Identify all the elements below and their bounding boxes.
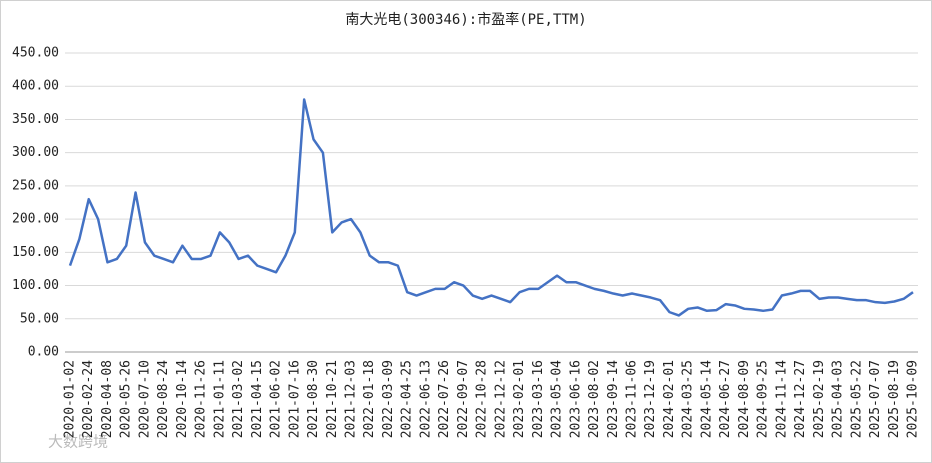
x-tick-label: 2021-10-21: [325, 360, 340, 438]
y-tick-label: 300.00: [12, 145, 59, 160]
y-tick-label: 200.00: [12, 212, 59, 227]
x-tick-label: 2024-05-14: [699, 360, 714, 438]
x-tick-label: 2021-03-02: [231, 360, 246, 438]
x-tick-label: 2023-06-16: [568, 360, 583, 438]
x-tick-label: 2025-08-19: [887, 360, 902, 438]
y-tick-label: 400.00: [12, 79, 59, 94]
x-tick-label: 2020-04-08: [100, 360, 115, 438]
x-tick-label: 2025-10-09: [906, 360, 921, 438]
x-tick-label: 2023-11-06: [625, 360, 640, 438]
x-tick-label: 2024-02-01: [662, 360, 677, 438]
y-tick-label: 0.00: [28, 345, 59, 360]
watermark: 大数跨境: [48, 433, 108, 451]
x-tick-label: 2022-06-13: [418, 360, 433, 438]
x-tick-label: 2024-03-25: [681, 360, 696, 438]
x-tick-label: 2021-07-16: [287, 360, 302, 438]
line-series: [68, 98, 914, 317]
y-tick-label: 150.00: [12, 245, 59, 260]
x-tick-label: 2021-12-03: [344, 360, 359, 438]
x-tick-label: 2024-11-14: [774, 360, 789, 438]
x-tick-label: 2023-09-14: [606, 360, 621, 438]
x-tick-label: 2021-06-02: [269, 360, 284, 438]
x-tick-label: 2024-09-25: [756, 360, 771, 438]
x-tick-label: 2022-04-25: [400, 360, 415, 438]
x-tick-label: 2022-03-09: [381, 360, 396, 438]
x-tick-label: 2020-08-24: [156, 360, 171, 438]
y-tick-label: 450.00: [12, 46, 59, 61]
x-tick-label: 2023-05-04: [550, 360, 565, 438]
x-tick-label: 2025-02-19: [812, 360, 827, 438]
x-tick-label: 2020-02-24: [81, 360, 96, 438]
x-tick-label: 2021-04-15: [250, 360, 265, 438]
x-tick-label: 2020-10-14: [175, 360, 190, 438]
x-tick-label: 2020-07-10: [137, 360, 152, 438]
x-tick-label: 2022-07-26: [437, 360, 452, 438]
x-tick-label: 2021-01-11: [212, 360, 227, 438]
y-tick-label: 50.00: [20, 311, 59, 326]
x-tick-label: 2022-12-12: [493, 360, 508, 438]
x-tick-label: 2023-03-16: [531, 360, 546, 438]
x-tick-label: 2022-01-18: [362, 360, 377, 438]
x-tick-label: 2024-12-27: [793, 360, 808, 438]
x-tick-label: 2022-10-28: [475, 360, 490, 438]
x-tick-label: 2025-05-22: [849, 360, 864, 438]
y-tick-label: 350.00: [12, 112, 59, 127]
y-tick-label: 100.00: [12, 278, 59, 293]
x-tick-label: 2020-05-26: [119, 360, 134, 438]
x-tick-label: 2023-02-01: [512, 360, 527, 438]
x-tick-label: 2025-07-07: [868, 360, 883, 438]
y-tick-label: 250.00: [12, 178, 59, 193]
x-tick-label: 2021-08-30: [306, 360, 321, 438]
x-tick-label: 2024-06-27: [718, 360, 733, 438]
x-tick-label: 2020-11-26: [194, 360, 209, 438]
chart-title: 南大光电(300346):市盈率(PE,TTM): [345, 11, 586, 28]
x-tick-label: 2024-08-09: [737, 360, 752, 438]
x-tick-label: 2023-12-19: [643, 360, 658, 438]
x-tick-label: 2023-08-02: [587, 360, 602, 438]
x-tick-label: 2025-04-03: [831, 360, 846, 438]
x-tick-label: 2020-01-02: [63, 360, 78, 438]
x-tick-label: 2022-09-07: [456, 360, 471, 438]
